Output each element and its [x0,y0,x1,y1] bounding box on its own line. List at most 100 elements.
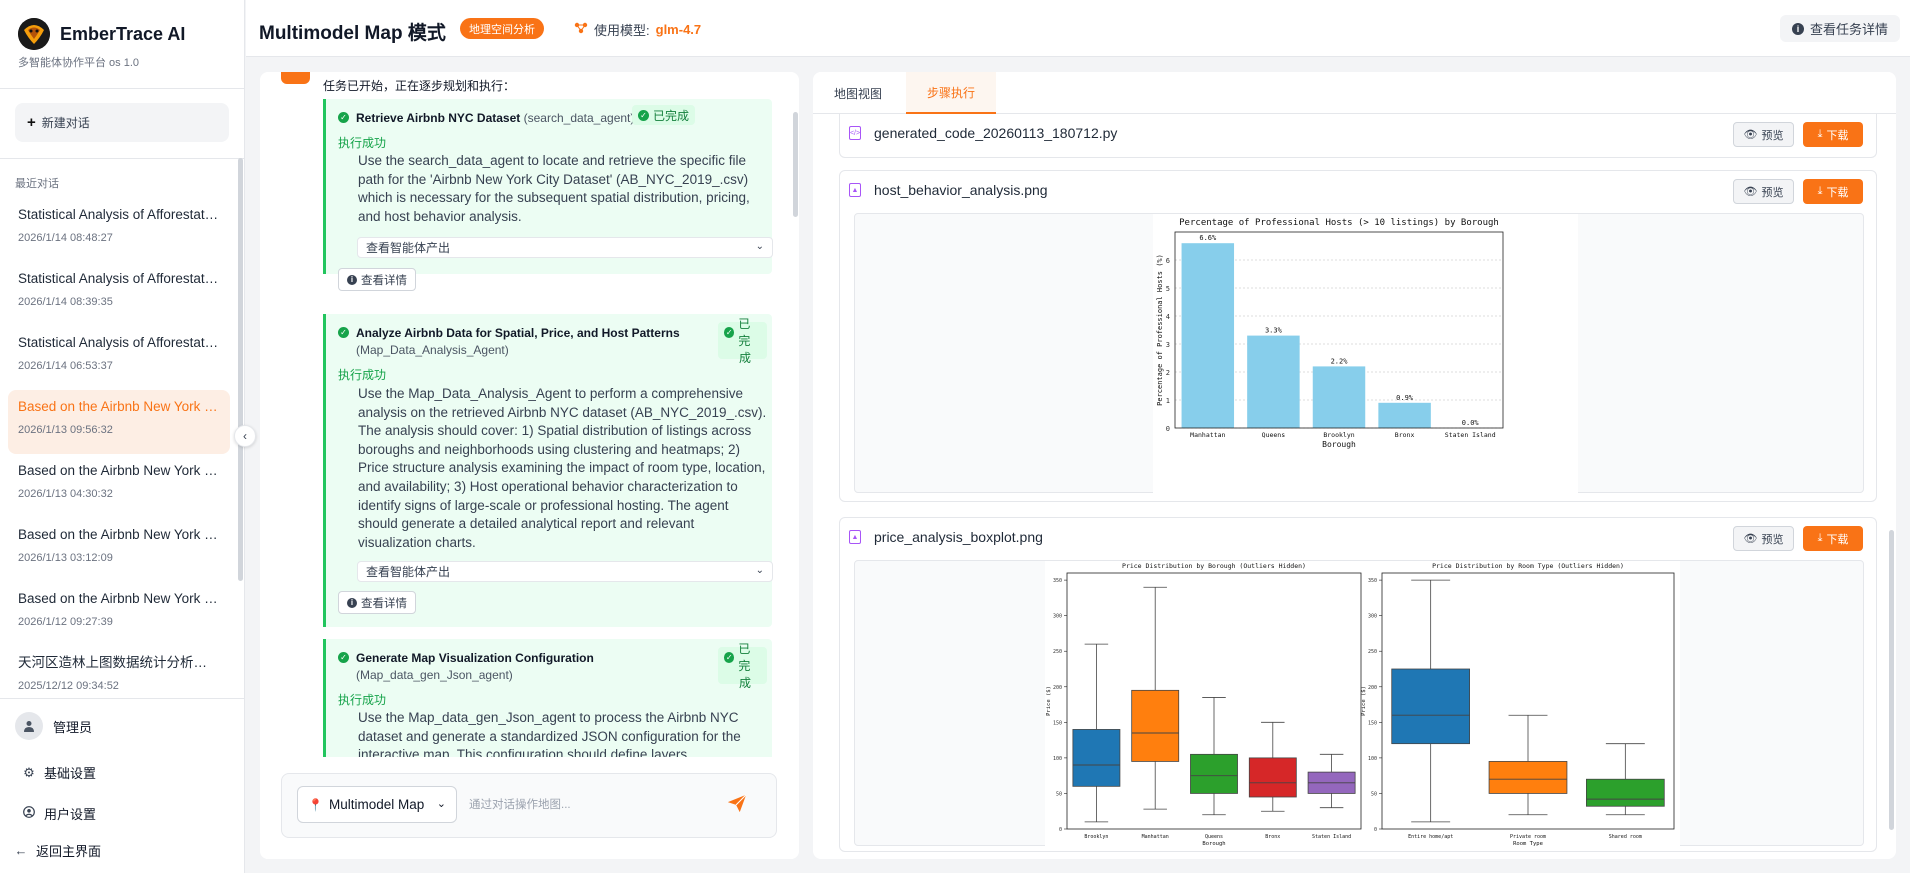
tab-map-view[interactable]: 地图视图 [833,86,882,101]
download-button[interactable]: ⤓ 下载 [1803,179,1863,204]
new-chat-button[interactable]: + 新建对话 [15,103,229,142]
send-button[interactable] [726,792,750,816]
preview-button[interactable]: 👁 预览 [1733,526,1794,551]
agent-output-label: 查看智能体产出 [366,241,451,255]
x-axis-label: Room Type [1513,841,1543,847]
view-tabs: 地图视图 步骤执行 [813,72,1896,114]
user-settings-link[interactable]: 用户设置 [22,804,96,823]
file-name: price_analysis_boxplot.png [874,529,1043,545]
download-icon: ⤓ [1817,185,1823,197]
check-circle-icon: ✓ [338,652,349,663]
download-button[interactable]: ⤓ 下载 [1803,526,1863,551]
plot-frame [1174,231,1504,429]
plot-frame [1066,572,1362,830]
mode-select[interactable]: 📍 Multimodel Map ⌄ [297,786,457,823]
conversation-item[interactable]: Based on the Airbnb New York City 2026/1… [8,518,230,582]
sidebar-scrollbar[interactable] [238,158,243,581]
y-tick-label: 5 [1166,285,1170,293]
conversation-item[interactable]: Statistical Analysis of Afforestation 20… [8,262,230,326]
user-profile[interactable]: 管理员 [15,712,92,740]
sidebar-collapse-button[interactable]: ‹ [234,425,256,447]
y-axis-label: Price ($) [1361,686,1367,716]
y-tick-label: 0 [1059,827,1062,833]
status-badge: ✓ 已完成 [632,105,696,125]
agent-output-dropdown[interactable]: 查看智能体产出 ⌄ [357,237,773,258]
box [1248,757,1297,798]
bar [1312,366,1366,428]
image-file-icon: ▲ [849,530,861,544]
agent-output-dropdown[interactable]: 查看智能体产出 ⌄ [357,561,773,582]
status-text: 已完成 [653,108,690,123]
model-info: 使用模型: glm-4.7 [574,20,701,39]
exec-status: 执行成功 [338,136,387,150]
chat-scrollbar[interactable] [793,112,798,217]
view-details-label: 查看详情 [361,274,407,287]
basic-settings-label: 基础设置 [44,766,97,781]
conversation-title: Based on the Airbnb New York City [18,399,220,414]
y-tick-label: 350 [1368,578,1377,584]
download-button[interactable]: ⤓ 下载 [1803,122,1863,147]
eye-icon: 👁 [1743,186,1758,198]
assistant-avatar-icon [281,72,310,84]
bar-value-label: 2.2% [1331,357,1349,365]
y-tick-label: 0 [1374,827,1377,833]
box [1190,753,1238,794]
results-scrollbar[interactable] [1889,530,1894,830]
conversation-item-active[interactable]: Based on the Airbnb New York City 2026/1… [8,390,230,454]
check-circle-icon: ✓ [638,109,649,121]
y-tick-label: 4 [1166,313,1170,321]
y-tick-label: 6 [1166,257,1170,265]
conversation-item[interactable]: Based on the Airbnb New York City 2026/1… [8,454,230,518]
y-tick-label: 50 [1371,791,1377,797]
model-icon [574,22,588,37]
conversation-item[interactable]: Based on the Airbnb New York City 2026/1… [8,582,230,646]
bar [1247,335,1300,428]
file-row: ▲ price_analysis_boxplot.png 👁 预览 ⤓ 下载 [840,518,1876,558]
plot-frame [1381,572,1675,830]
page-title: Multimodel Map 模式 [259,23,446,44]
back-home-label: 返回主界面 [36,844,102,859]
task-details-label: 查看任务详情 [1809,22,1888,37]
conversation-time: 2026/1/14 06:53:37 [18,360,113,372]
model-label: 使用模型: [594,23,650,38]
conversation-time: 2026/1/14 08:39:35 [18,296,113,308]
chat-input[interactable] [469,786,709,823]
conversation-item[interactable]: 天河区造林上图数据统计分析及可视化 2025/12/12 09:34:52 [8,646,230,690]
preview-button[interactable]: 👁 预览 [1733,122,1794,147]
view-details-button[interactable]: i 查看详情 [338,591,416,614]
send-icon [727,794,747,813]
back-home-link[interactable]: ← 返回主界面 [14,841,102,860]
task-details-button[interactable]: i 查看任务详情 [1779,15,1900,42]
y-tick-label: 0 [1166,425,1170,433]
info-icon: i [1791,22,1804,35]
x-tick-label: Queens [1262,431,1286,439]
y-tick-label: 250 [1368,649,1377,655]
y-tick-label: 1 [1166,397,1170,405]
conversation-item[interactable]: Statistical Analysis of Afforestation 20… [8,198,230,262]
conversation-title: Statistical Analysis of Afforestation [18,271,220,286]
x-tick-label: Manhattan [1190,431,1225,439]
conversation-title: Based on the Airbnb New York City [18,463,220,478]
conversation-title: Statistical Analysis of Afforestation [18,207,220,222]
basic-settings-link[interactable]: ⚙ 基础设置 [22,763,96,782]
download-label: 下载 [1826,186,1849,199]
step-card: ✓ Analyze Airbnb Data for Spatial, Price… [323,314,773,627]
y-tick-label: 50 [1056,791,1062,797]
x-tick-label: Brooklyn [1323,431,1354,439]
tab-step-execution[interactable]: 步骤执行 [906,72,996,114]
y-tick-label: 200 [1053,685,1062,691]
brand-logo-icon [18,18,50,50]
conversation-item[interactable]: Statistical Analysis of Afforestation 20… [8,326,230,390]
step-description: Use the Map_Data_Analysis_Agent to perfo… [358,386,767,550]
x-tick-label: Shared room [1609,834,1642,840]
check-circle-icon: ✓ [724,651,735,663]
user-avatar-icon [15,712,43,740]
gear-icon: ⚙ [23,764,35,780]
conversation-title: Based on the Airbnb New York City [18,527,220,542]
preview-button[interactable]: 👁 预览 [1733,179,1794,204]
step-title-text: Retrieve Airbnb NYC Dataset [356,111,521,125]
header: Multimodel Map 模式 地理空间分析 使用模型: glm-4.7 i… [246,0,1910,57]
map-pin-icon: 📍 [308,797,323,812]
preview-label: 预览 [1761,186,1784,199]
view-details-button[interactable]: i 查看详情 [338,268,416,291]
